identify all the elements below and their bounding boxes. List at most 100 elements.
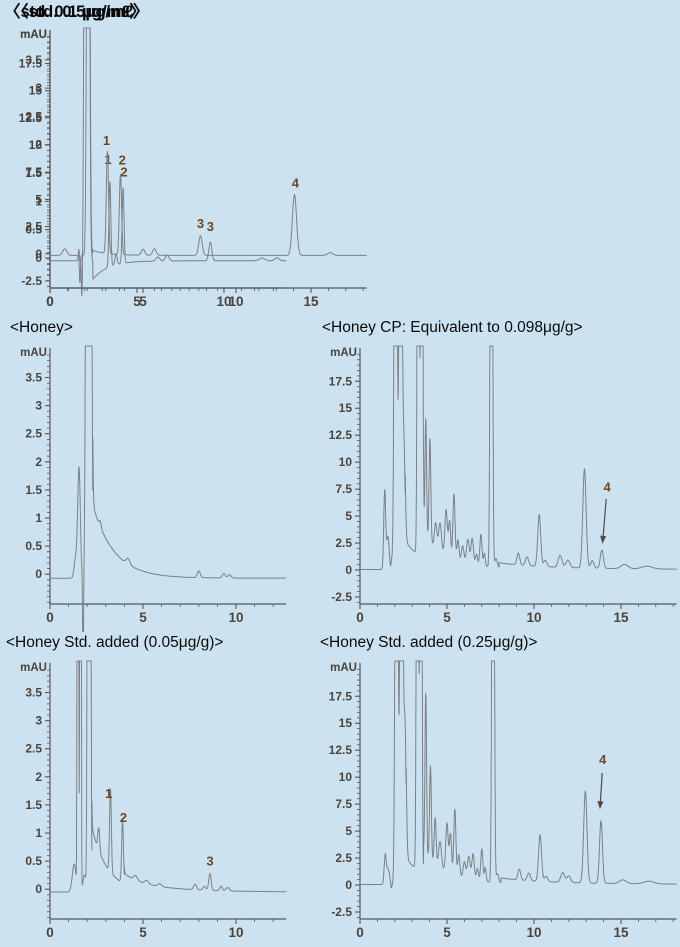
panel-honey: <Honey> 0 0.5 1 1.5 2 2.5 3 3.5 0 5 10 mAU — [0, 314, 310, 632]
svg-text:mAU: mAU — [20, 29, 47, 41]
panel-honey-std-0.05: <Honey Std. added (0.05μg/g)> 0 0.5 1 1.5 2 2… — [0, 629, 310, 944]
svg-text:0: 0 — [35, 251, 42, 265]
chromatogram-honey-std-0.25: -2.5 0 2.5 5 7.5 10 12.5 15 17.5 0 5 10 15 mAU 4 — [329, 660, 677, 940]
svg-text:3.5: 3.5 — [25, 686, 42, 700]
chart-title-std-0.1: 〈std. 0.1 μg/mℓ〉 — [4, 3, 146, 21]
svg-text:3: 3 — [197, 216, 204, 231]
svg-text:17.5: 17.5 — [19, 57, 43, 71]
svg-text:0: 0 — [46, 610, 54, 625]
svg-text:2.5: 2.5 — [335, 536, 352, 550]
panel-honey-std-0.25: <Honey Std. added (0.25μg/g)> -2.5 0 2.5 5 7… — [310, 629, 680, 944]
svg-text:15: 15 — [339, 401, 353, 415]
svg-text:5: 5 — [345, 509, 352, 523]
svg-text:0: 0 — [46, 294, 54, 309]
svg-text:mAU: mAU — [330, 662, 357, 674]
chromatogram-honey: 0 0.5 1 1.5 2 2.5 3 3.5 0 5 10 mAU — [20, 345, 287, 632]
svg-text:3: 3 — [35, 81, 42, 95]
svg-text:3: 3 — [35, 399, 42, 413]
svg-text:0.5: 0.5 — [25, 223, 42, 237]
svg-text:2.5: 2.5 — [25, 220, 42, 234]
svg-text:15: 15 — [29, 84, 43, 98]
svg-text:3: 3 — [35, 714, 42, 728]
svg-text:0: 0 — [35, 567, 42, 581]
svg-text:1: 1 — [35, 194, 42, 208]
svg-text:2: 2 — [119, 153, 126, 168]
panel-honey-cp: <Honey CP: Equivalent to 0.098μg/g> -2.5… — [310, 314, 680, 629]
svg-text:4: 4 — [603, 479, 611, 494]
svg-text:2: 2 — [35, 455, 42, 469]
svg-text:mAU: mAU — [20, 347, 47, 359]
svg-text:12.5: 12.5 — [329, 428, 353, 442]
svg-text:0: 0 — [356, 610, 364, 625]
svg-text:0: 0 — [46, 925, 54, 940]
svg-text:10: 10 — [526, 610, 541, 625]
svg-text:1.5: 1.5 — [25, 166, 42, 180]
svg-text:10: 10 — [228, 294, 243, 309]
panel-std-0.5: 〈std. 0.5μg/mℓ〉 -2.5 0 2.5 5 7.5 10 12.5 15 17.5… — [0, 0, 370, 314]
svg-text:5: 5 — [35, 192, 42, 206]
svg-text:1.5: 1.5 — [25, 483, 42, 497]
svg-text:10: 10 — [526, 925, 541, 940]
svg-text:3: 3 — [206, 854, 213, 869]
svg-text:1: 1 — [105, 786, 112, 801]
svg-text:15: 15 — [613, 925, 629, 940]
svg-text:7.5: 7.5 — [25, 165, 42, 179]
svg-text:5: 5 — [139, 610, 147, 625]
chart-title-honey-cp: <Honey CP: Equivalent to 0.098μg/g> — [322, 319, 583, 336]
svg-text:7.5: 7.5 — [335, 482, 352, 496]
svg-text:5: 5 — [443, 925, 451, 940]
chart-title-honey: <Honey> — [10, 319, 73, 336]
svg-text:7.5: 7.5 — [335, 797, 352, 811]
svg-text:2.5: 2.5 — [335, 851, 352, 865]
svg-text:5: 5 — [443, 610, 451, 625]
svg-text:10: 10 — [216, 294, 231, 309]
svg-text:2.5: 2.5 — [25, 742, 42, 756]
chart-title-honey-std-0.25: <Honey Std. added (0.25μg/g)> — [320, 634, 538, 651]
chromatogram-honey-cp: -2.5 0 2.5 5 7.5 10 12.5 15 17.5 0 5 10 15 mAU 4 — [329, 345, 677, 625]
svg-text:17.5: 17.5 — [329, 374, 353, 388]
svg-text:1: 1 — [35, 826, 42, 840]
chart-title-std-0.5: 〈std. 0.5μg/mℓ〉 — [12, 3, 150, 21]
svg-text:2.5: 2.5 — [25, 427, 42, 441]
svg-text:5: 5 — [133, 294, 141, 309]
svg-text:2: 2 — [120, 810, 127, 825]
svg-text:mAU: mAU — [330, 347, 357, 359]
svg-text:2.5: 2.5 — [25, 109, 42, 123]
svg-text:1: 1 — [35, 511, 42, 525]
svg-text:4: 4 — [599, 752, 607, 767]
svg-text:15: 15 — [613, 610, 629, 625]
svg-text:4: 4 — [292, 175, 300, 190]
svg-text:2: 2 — [35, 770, 42, 784]
svg-text:-2.5: -2.5 — [331, 905, 352, 919]
svg-text:mAU: mAU — [20, 29, 47, 41]
svg-text:12.5: 12.5 — [329, 743, 353, 757]
svg-text:0.5: 0.5 — [25, 854, 42, 868]
svg-text:0: 0 — [345, 878, 352, 892]
svg-text:5: 5 — [139, 925, 147, 940]
svg-text:12.5: 12.5 — [19, 111, 43, 125]
svg-text:17.5: 17.5 — [329, 689, 353, 703]
svg-text:0: 0 — [35, 247, 42, 261]
svg-text:-2.5: -2.5 — [331, 590, 352, 604]
svg-text:1.5: 1.5 — [25, 798, 42, 812]
svg-text:-2.5: -2.5 — [21, 274, 42, 288]
svg-text:2: 2 — [35, 138, 42, 152]
svg-text:10: 10 — [228, 610, 243, 625]
svg-text:15: 15 — [339, 716, 353, 730]
svg-text:1: 1 — [103, 133, 110, 148]
svg-text:10: 10 — [339, 770, 353, 784]
svg-text:10: 10 — [29, 138, 43, 152]
svg-text:5: 5 — [139, 294, 147, 309]
svg-text:15: 15 — [303, 294, 319, 309]
svg-text:mAU: mAU — [20, 662, 47, 674]
svg-text:3: 3 — [207, 219, 214, 234]
svg-text:10: 10 — [228, 925, 243, 940]
svg-text:0: 0 — [356, 925, 364, 940]
svg-text:0.5: 0.5 — [25, 539, 42, 553]
svg-text:10: 10 — [339, 455, 353, 469]
svg-text:2: 2 — [120, 164, 127, 179]
svg-text:3.5: 3.5 — [25, 371, 42, 385]
